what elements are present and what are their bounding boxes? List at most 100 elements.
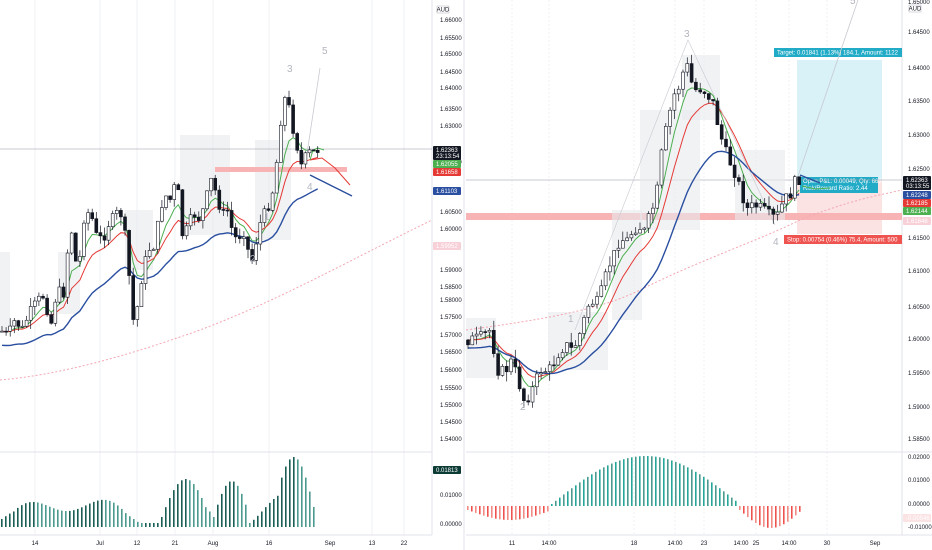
- osc-bar: [707, 479, 709, 506]
- osc-bar: [699, 474, 701, 506]
- osc-bar: [503, 506, 505, 520]
- osc-bar: [277, 495, 279, 527]
- candle-body: [522, 388, 526, 401]
- candle-body: [620, 240, 625, 249]
- ema-fast-ext: [309, 147, 325, 161]
- osc-bar: [17, 507, 19, 527]
- candle-body: [168, 195, 172, 200]
- candle-body: [728, 146, 733, 166]
- price-tick: 1.64500: [908, 30, 930, 36]
- time-tick: 14:00: [733, 541, 749, 547]
- osc-bar: [731, 497, 733, 506]
- ema-slow-ext: [309, 174, 353, 197]
- price-tick: 1.55500: [440, 386, 462, 392]
- osc-bar: [587, 476, 589, 506]
- candle-body: [556, 357, 561, 366]
- time-tick: 30: [824, 541, 831, 547]
- candle-body: [711, 99, 715, 102]
- candle-body: [90, 212, 94, 219]
- osc-bar: [567, 491, 569, 506]
- osc-bar: [715, 485, 717, 506]
- osc-bar: [791, 506, 793, 519]
- osc-bar: [779, 506, 781, 527]
- price-tick: 1.56000: [440, 368, 462, 374]
- osc-bar: [161, 517, 163, 527]
- candle-body: [780, 203, 784, 213]
- price-tick: 1.58500: [440, 285, 462, 291]
- wave-label: 2: [520, 402, 526, 413]
- time-tick: 16: [266, 541, 273, 547]
- candle-body: [582, 317, 586, 334]
- osc-bar: [511, 506, 513, 520]
- osc-bar: [755, 506, 757, 524]
- right-candles: [466, 54, 801, 408]
- candle-body: [8, 325, 12, 332]
- price-tick: 1.63500: [908, 99, 930, 105]
- right-oscillator[interactable]: 0.02000 0.01000 0.00000 -0.01000 -0.00546: [466, 451, 932, 531]
- price-tick: 1.59500: [908, 371, 930, 377]
- candle-body: [672, 93, 677, 111]
- price-badge: [433, 146, 461, 160]
- osc-bar: [787, 506, 789, 522]
- left-price-axis[interactable]: 1.66000 1.65500 1.65000 1.64500 1.64000 1.635…: [431, 0, 462, 535]
- osc-bar: [13, 511, 15, 527]
- candle-body: [629, 234, 634, 239]
- candle-body: [792, 176, 797, 199]
- candle-body: [496, 353, 500, 376]
- price-tick: 1.55000: [440, 403, 462, 409]
- candle-body: [625, 237, 629, 242]
- price-tick: 1.60000: [440, 227, 462, 233]
- left-time-axis[interactable]: 14 Jul 12 21 Aug 16 Sep 13 22: [0, 534, 432, 547]
- candle-body: [603, 271, 608, 287]
- right-time-axis[interactable]: 11 14:00 18 14:00 23 14:00 25 14:00 30 Sep: [466, 534, 932, 547]
- candle-body: [732, 164, 737, 178]
- open-pnl-label: Open P&L: 0.00049, Qty: 66312: [803, 179, 889, 185]
- osc-bar: [515, 506, 517, 520]
- candle-body: [311, 149, 316, 152]
- osc-bar: [519, 506, 521, 520]
- left-oscillator[interactable]: 0.01000 0.00000 0.01813: [0, 451, 462, 528]
- osc-bar: [121, 508, 123, 527]
- osc-bar: [775, 506, 777, 528]
- price-tick: 1.63000: [440, 124, 462, 130]
- osc-bar: [9, 513, 11, 527]
- currency-label: AUD: [437, 8, 450, 14]
- osc-bar: [313, 507, 315, 527]
- ema-mid-ext: [309, 157, 351, 186]
- left-chart-pane[interactable]: 1.66000 1.65500 1.65000 1.64500 1.64000 1.635…: [0, 0, 462, 547]
- osc-bar: [603, 467, 605, 506]
- osc-bar: [109, 500, 111, 527]
- candle-body: [28, 306, 33, 321]
- right-chart-pane[interactable]: 1.65000 1.64500 1.64000 1.63500 1.63000 1.625…: [463, 0, 932, 550]
- candle-body: [172, 184, 176, 200]
- candle-body: [0, 330, 4, 333]
- osc-badge: [903, 514, 931, 522]
- candle-body: [61, 286, 66, 298]
- osc-bar: [1, 519, 3, 527]
- left-candles: [0, 90, 320, 337]
- candle-body: [552, 364, 556, 367]
- candle-body: [543, 371, 548, 374]
- long-position-tool[interactable]: Target: 0.01841 (1.13%) 184.1, Amount: 1…: [774, 48, 902, 244]
- osc-tick: 0.01000: [440, 493, 462, 499]
- price-tick: 1.65000: [908, 0, 930, 6]
- candle-body: [180, 189, 185, 237]
- candle-body: [659, 149, 664, 186]
- candle-body: [4, 330, 8, 333]
- osc-bar: [479, 506, 481, 515]
- osc-bar: [703, 476, 705, 506]
- wave-label: 1: [264, 212, 270, 223]
- candle-body: [530, 386, 535, 403]
- osc-bar: [467, 506, 469, 510]
- candle-body: [681, 71, 685, 90]
- candle-body: [303, 152, 308, 165]
- osc-bar: [141, 523, 143, 527]
- osc-bar: [177, 484, 179, 527]
- wave-box: [612, 210, 642, 320]
- osc-bar: [301, 466, 303, 527]
- osc-bar: [89, 503, 91, 527]
- osc-bar: [289, 459, 291, 527]
- candle-body: [642, 227, 647, 230]
